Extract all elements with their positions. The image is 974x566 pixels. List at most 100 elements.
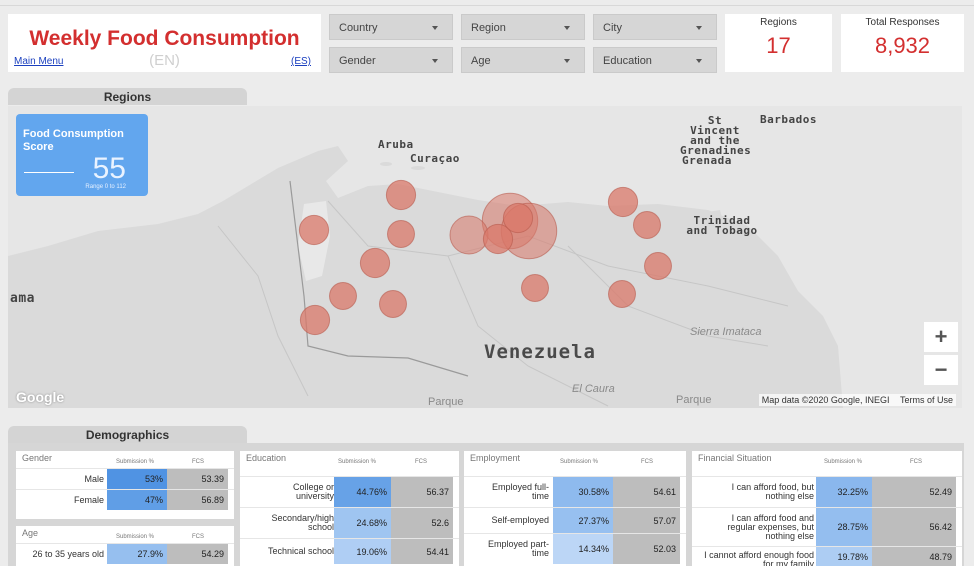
table-row: I cannot afford enough food for my famil… xyxy=(692,546,962,566)
map-bubble[interactable] xyxy=(608,280,636,308)
financial-situation-panel: Financial Situation Submission % FCS I c… xyxy=(692,451,962,566)
financial-col-fcs: FCS xyxy=(910,459,922,465)
education-filter-label: Education xyxy=(603,55,652,67)
gender-col-fcs: FCS xyxy=(192,459,204,465)
education-panel-title: Education xyxy=(246,453,287,463)
table-row: Employed part-time 14.34% 52.03 xyxy=(464,533,686,564)
row-fcs: 56.37 xyxy=(391,477,453,507)
map-bubble[interactable] xyxy=(502,202,534,234)
regions-kpi-value: 17 xyxy=(766,33,791,58)
education-filter[interactable]: Education xyxy=(593,47,717,73)
education-col-submission: Submission % xyxy=(338,459,377,465)
google-logo: Google xyxy=(16,389,65,405)
row-submission: 24.68% xyxy=(334,508,391,538)
caret-down-icon xyxy=(432,26,438,30)
zoom-out-button[interactable]: − xyxy=(924,355,958,385)
region-filter-label: Region xyxy=(471,22,506,34)
label-curacao: Curaçao xyxy=(410,152,460,165)
map-bubble[interactable] xyxy=(644,252,672,280)
map-bubble[interactable] xyxy=(521,274,549,302)
label-st-vincent: St Vincent and the Grenadines xyxy=(680,114,752,157)
map-bubble[interactable] xyxy=(387,220,415,248)
row-fcs: 54.41 xyxy=(391,539,453,564)
row-submission: 44.76% xyxy=(334,477,391,507)
row-submission: 32.25% xyxy=(816,477,872,507)
zoom-in-button[interactable]: + xyxy=(924,322,958,352)
terms-of-use-link[interactable]: Terms of Use xyxy=(899,395,953,405)
row-label: Employed full-time xyxy=(491,482,549,501)
row-label: Employed part-time xyxy=(487,539,549,558)
age-filter[interactable]: Age xyxy=(461,47,585,73)
gender-col-submission: Submission % xyxy=(116,459,155,465)
bubble-layer xyxy=(298,179,672,336)
map-bubble[interactable] xyxy=(329,282,357,310)
row-label: I cannot afford enough food for my famil… xyxy=(704,550,814,566)
row-submission: 53% xyxy=(107,469,167,489)
row-fcs: 56.42 xyxy=(872,508,956,546)
row-label: I can afford food and regular expenses, … xyxy=(727,512,814,541)
education-panel: Education Submission % FCS College or un… xyxy=(240,451,459,566)
map-bubble[interactable] xyxy=(449,215,489,255)
table-row: Secondary/high school 24.68% 52.6 xyxy=(240,507,459,538)
food-consumption-score-card: Food Consumption Score 55 Range 0 to 112 xyxy=(16,114,148,196)
age-panel: Age Submission % FCS 26 to 35 years old … xyxy=(16,526,234,566)
region-filter[interactable]: Region xyxy=(461,14,585,40)
row-fcs: 57.07 xyxy=(613,508,680,533)
responses-kpi: Total Responses 8,932 xyxy=(841,14,964,72)
fcs-sparkline xyxy=(24,172,74,173)
gender-panel: Gender Submission % FCS Male 53% 53.39 F… xyxy=(16,451,234,519)
demographics-area: Gender Submission % FCS Male 53% 53.39 F… xyxy=(8,443,964,566)
employment-col-submission: Submission % xyxy=(560,459,599,465)
row-fcs: 52.03 xyxy=(613,534,680,564)
table-row: Male 53% 53.39 xyxy=(16,468,234,489)
table-row: 26 to 35 years old 27.9% 54.29 xyxy=(16,543,234,564)
current-language: (EN) xyxy=(149,52,180,69)
table-row: Technical school 19.06% 54.41 xyxy=(240,538,459,564)
map-bubble[interactable] xyxy=(299,304,331,336)
main-menu-link[interactable]: Main Menu xyxy=(14,56,64,67)
regions-map[interactable]: Food Consumption Score 55 Range 0 to 112… xyxy=(8,106,962,408)
gender-filter[interactable]: Gender xyxy=(329,47,453,73)
map-bubble[interactable] xyxy=(379,290,407,318)
row-submission: 14.34% xyxy=(553,534,613,564)
page-title: Weekly Food Consumption xyxy=(29,27,300,50)
map-bubble[interactable] xyxy=(385,179,417,211)
city-filter[interactable]: City xyxy=(593,14,717,40)
row-submission: 28.75% xyxy=(816,508,872,546)
label-el-caura: El Caura xyxy=(572,383,615,395)
table-row: Employed full-time 30.58% 54.61 xyxy=(464,476,686,507)
responses-kpi-label: Total Responses xyxy=(865,17,940,28)
table-row: I can afford food, but nothing else 32.2… xyxy=(692,476,962,507)
row-submission: 47% xyxy=(107,490,167,510)
country-filter-label: Country xyxy=(339,22,378,34)
spanish-language-link[interactable]: (ES) xyxy=(291,56,311,67)
map-bubble[interactable] xyxy=(607,186,639,218)
demographics-tab: Demographics xyxy=(8,426,247,443)
map-attribution: Map data ©2020 Google, INEGI Terms of Us… xyxy=(758,394,956,406)
table-row: Female 47% 56.89 xyxy=(16,489,234,510)
top-divider xyxy=(0,5,974,6)
label-parque-2: Parque xyxy=(676,394,712,406)
row-fcs: 52.49 xyxy=(872,477,956,507)
country-filter[interactable]: Country xyxy=(329,14,453,40)
age-panel-title: Age xyxy=(22,528,39,538)
title-card: Weekly Food Consumption (EN) Main Menu (… xyxy=(8,14,321,72)
row-submission: 19.78% xyxy=(816,547,872,566)
label-sierra-imataca: Sierra Imataca xyxy=(690,326,762,338)
gender-filter-label: Gender xyxy=(339,55,376,67)
age-col-submission: Submission % xyxy=(116,534,155,540)
row-label: Secondary/high school xyxy=(271,513,334,532)
label-panama: ama xyxy=(10,291,35,306)
education-col-fcs: FCS xyxy=(415,459,427,465)
map-bubble[interactable] xyxy=(359,247,391,279)
map-bubble[interactable] xyxy=(298,214,330,246)
financial-panel-title: Financial Situation xyxy=(698,453,772,463)
map-bubble[interactable] xyxy=(482,223,514,255)
row-label: Technical school xyxy=(267,546,334,556)
table-row: Self-employed 27.37% 57.07 xyxy=(464,507,686,533)
row-submission: 19.06% xyxy=(334,539,391,564)
row-submission: 27.9% xyxy=(107,544,167,564)
map-bubble[interactable] xyxy=(633,211,661,239)
table-row: College or university 44.76% 56.37 xyxy=(240,476,459,507)
label-aruba: Aruba xyxy=(378,138,414,151)
